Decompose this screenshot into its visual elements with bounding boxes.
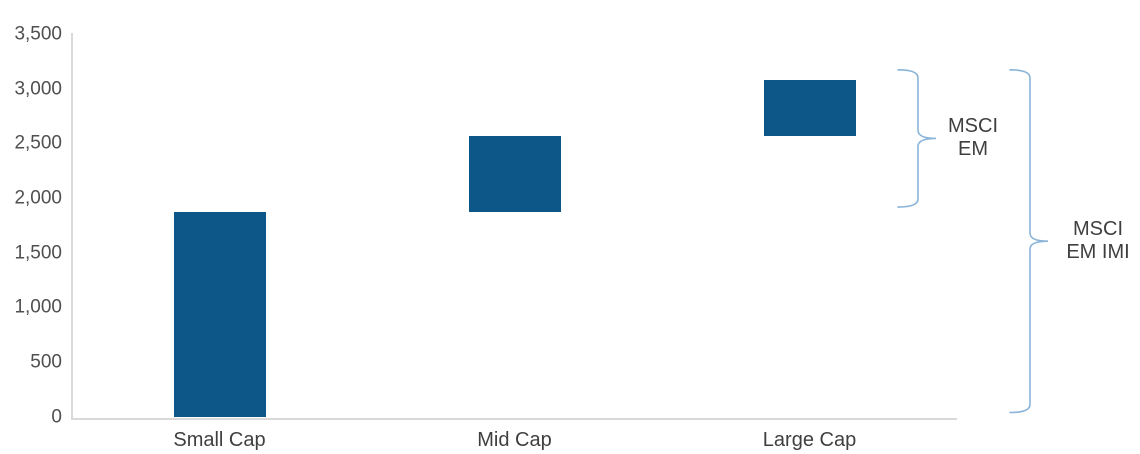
y-tick-label-2500: 2,500 bbox=[14, 132, 62, 154]
brace-msci-em-imi bbox=[1009, 69, 1049, 414]
x-axis-label-small-cap: Small Cap bbox=[173, 429, 266, 451]
x-axis-label-mid-cap: Mid Cap bbox=[477, 429, 552, 451]
brace-msci-em bbox=[897, 69, 937, 208]
y-tick-label-0: 0 bbox=[51, 406, 62, 428]
annotation-label-line: MSCI bbox=[1073, 218, 1123, 241]
annotation-label-line: MSCI bbox=[948, 115, 998, 138]
bar-small-cap bbox=[173, 212, 266, 418]
y-axis-line bbox=[71, 33, 73, 419]
y-tick-label-500: 500 bbox=[30, 351, 62, 373]
x-axis-label-large-cap: Large Cap bbox=[762, 429, 857, 451]
y-tick-label-2000: 2,000 bbox=[14, 187, 62, 209]
y-tick-label-3500: 3,500 bbox=[14, 23, 62, 45]
y-tick-label-1500: 1,500 bbox=[14, 242, 62, 264]
bar-large-cap bbox=[763, 79, 856, 137]
x-axis-line bbox=[71, 418, 957, 420]
bar-mid-cap bbox=[468, 136, 561, 213]
annotation-label-msci-em-imi: MSCI EM IMI bbox=[1066, 218, 1129, 264]
y-tick-label-3000: 3,000 bbox=[14, 78, 62, 100]
annotation-label-line: EM IMI bbox=[1066, 241, 1130, 264]
annotation-label-line: EM bbox=[958, 138, 988, 161]
annotation-label-msci-em: MSCI EM bbox=[948, 115, 998, 161]
y-tick-label-1000: 1,000 bbox=[14, 296, 62, 318]
